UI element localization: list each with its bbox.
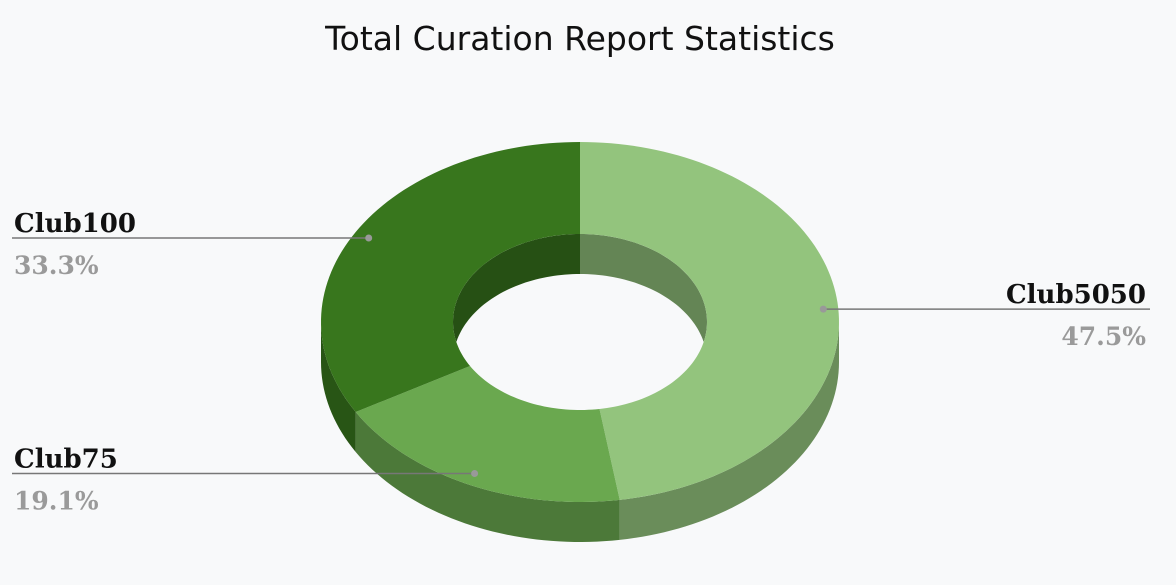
slice-side-club100 <box>321 322 356 452</box>
chart-title: Total Curation Report Statistics <box>324 19 835 58</box>
slice-percent-label: 19.1% <box>14 487 99 516</box>
slice-side-club5050 <box>619 322 839 540</box>
slice-name-label: Club5050 <box>1006 280 1146 310</box>
slice-labels: Club5050 47.5% Club75 19.1% Club100 33.3% <box>12 209 1150 516</box>
leader-dot <box>471 470 479 477</box>
donut-depth <box>321 322 839 542</box>
slice-percent-label: 47.5% <box>1061 322 1146 351</box>
slice-club75[interactable] <box>355 366 620 502</box>
donut-top <box>321 142 839 502</box>
slice-inner-wall-club5050-0 <box>580 234 707 362</box>
leader-dot <box>365 234 373 242</box>
slice-side-club75 <box>355 412 620 542</box>
slice-label-club5050: Club5050 47.5% <box>819 280 1150 351</box>
slice-inner-wall-club100-1 <box>453 234 580 362</box>
slice-name-label: Club100 <box>14 209 136 239</box>
slice-label-club100: Club100 33.3% <box>12 209 373 280</box>
slice-percent-label: 33.3% <box>14 251 99 280</box>
slice-label-club75: Club75 19.1% <box>12 445 479 516</box>
slice-club100[interactable] <box>321 142 580 412</box>
slice-name-label: Club75 <box>14 445 118 475</box>
leader-dot <box>819 305 827 313</box>
slice-club5050[interactable] <box>580 142 839 500</box>
